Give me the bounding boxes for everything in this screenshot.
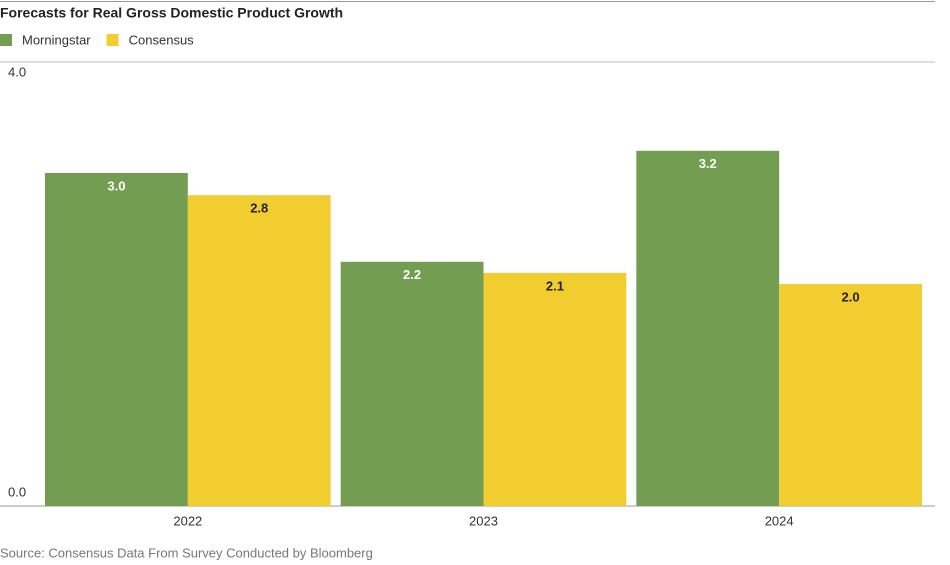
bar xyxy=(340,261,484,506)
y-tick-label: 4.0 xyxy=(8,64,26,79)
x-tick-label: 2023 xyxy=(469,513,498,528)
bar xyxy=(45,173,188,506)
legend-label: Morningstar xyxy=(22,32,91,47)
legend-label: Consensus xyxy=(129,32,195,47)
bar xyxy=(779,284,922,506)
legend-swatch xyxy=(106,34,119,46)
bar xyxy=(187,195,331,506)
chart-title: Forecasts for Real Gross Domestic Produc… xyxy=(0,5,343,21)
x-tick-label: 2024 xyxy=(765,513,794,528)
legend-swatch xyxy=(0,34,12,46)
bar xyxy=(483,272,627,506)
value-label: 2.1 xyxy=(546,278,564,293)
value-label: 3.0 xyxy=(107,178,125,193)
x-tick-label: 2022 xyxy=(173,513,202,528)
y-tick-label: 0.0 xyxy=(8,484,26,499)
value-label: 2.8 xyxy=(250,201,268,216)
value-label: 3.2 xyxy=(699,156,717,171)
value-label: 2.0 xyxy=(842,289,860,304)
source-note: Source: Consensus Data From Survey Condu… xyxy=(0,545,373,560)
bar xyxy=(636,150,780,507)
value-label: 2.2 xyxy=(403,267,421,282)
